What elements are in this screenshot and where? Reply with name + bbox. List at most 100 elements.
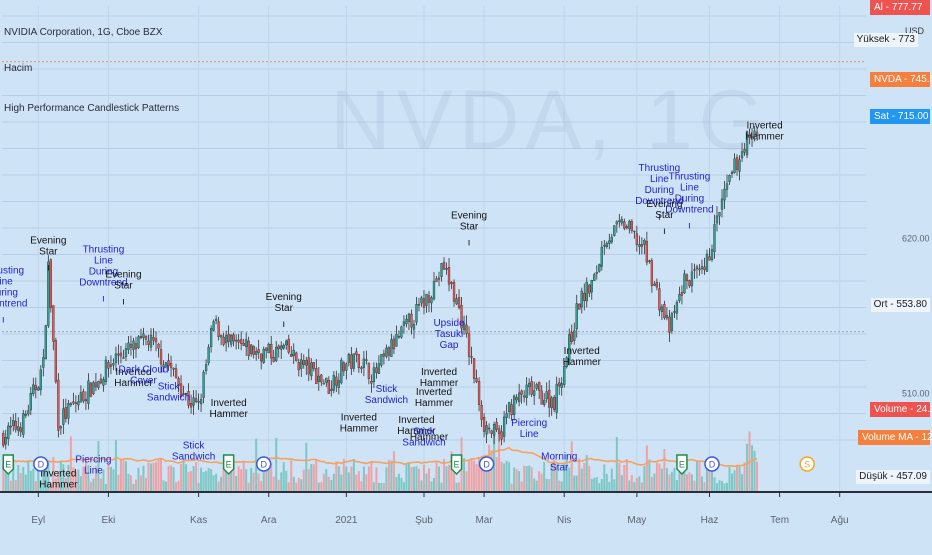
candle [342,362,345,372]
candle [578,303,581,310]
pattern-label[interactable]: Upside Tasuki Gap [433,318,465,351]
pattern-marker: ı [2,315,5,326]
pattern-label[interactable]: Stick Sandwich [147,381,190,403]
candle [618,220,621,222]
pattern-label[interactable]: Evening Star [451,210,487,232]
pattern-label[interactable]: Inverted Hammer [420,367,459,389]
pattern-label[interactable]: Inverted Hammer [397,415,436,437]
volume-bar [382,483,385,492]
volume-bar [57,471,60,492]
candle [708,256,711,261]
pattern-label[interactable]: Inverted Hammer [745,121,784,143]
earnings-event-icon[interactable]: E [450,454,463,476]
candle [197,401,200,403]
indicator-legend[interactable]: High Performance Candlestick Patterns [4,103,180,114]
volume-bar [668,474,671,492]
earnings-event-icon[interactable]: E [222,454,235,476]
volume-bar [525,465,528,492]
candle [583,292,586,301]
volume-bar [232,463,235,492]
currency-label[interactable]: USD [904,26,924,36]
volume-tag-label: Volume [874,404,908,415]
volume-bar [162,480,165,492]
dividend-event-icon[interactable]: D [704,456,720,472]
candle [477,381,481,405]
grid-lines [2,6,866,492]
candle [520,390,523,395]
chart-title[interactable]: NVIDIA Corporation, 1G, Cboe BZX [4,27,163,38]
candle [37,387,40,391]
pattern-label[interactable]: Piercing Line [511,418,547,440]
pattern-label[interactable]: Piercing Line [75,455,111,477]
pattern-label[interactable]: Morning Star [541,452,577,474]
volume-bar [182,458,185,492]
candle [690,271,694,287]
pattern-label[interactable]: Evening Star [266,292,302,314]
pattern-label[interactable]: Evening Star [30,236,66,258]
pattern-label[interactable]: Stick Sandwich [402,426,445,448]
volume-bar [550,464,553,492]
dividend-event-icon[interactable]: D [255,456,272,472]
volume-bar [220,476,223,492]
volume-bar [205,471,208,492]
pattern-label[interactable]: Evening Star [105,269,141,291]
pattern-label[interactable]: Inverted Hammer [39,469,78,491]
volume-bar [618,462,621,492]
volume-bar [107,463,110,492]
earnings-event-icon[interactable]: E [2,454,15,476]
split-event-icon[interactable]: S [799,456,815,472]
volume-bar [505,460,508,492]
earnings-event-icon[interactable]: E [676,454,688,476]
volume-bar [513,467,516,492]
candle [735,157,739,170]
candle [603,244,606,247]
volume-bar [352,459,355,492]
candle [355,351,358,355]
pattern-label[interactable]: Evening Star [646,199,682,221]
candle [515,397,518,401]
volume-bar [365,474,368,492]
candle [512,395,516,415]
pattern-label[interactable]: Inverted Hammer [114,367,153,389]
dividend-event-icon[interactable]: D [33,456,49,472]
pattern-label[interactable]: Dark Cloud Cover [118,364,168,386]
volume-bar [54,478,57,492]
candle [275,347,278,361]
volume-bar [177,480,180,492]
volume-bar [99,478,102,492]
dividend-event-icon[interactable]: D [478,456,495,472]
candle [52,305,55,342]
volume-bar [703,482,706,492]
candle [240,339,243,344]
candle [49,259,52,309]
volume-legend[interactable]: Hacim [4,63,33,74]
volume-bar [660,468,663,492]
candle [302,360,305,365]
candle [174,368,178,378]
pattern-label[interactable]: Stick Sandwich [172,440,215,462]
volume-bar [64,477,67,492]
pattern-label[interactable]: Inverted Hammer [340,412,379,434]
pattern-label[interactable]: Inverted Hammer [209,398,248,420]
pattern-label[interactable]: Hammer [410,432,449,443]
candle [387,346,391,356]
volume-bar [332,473,335,492]
pattern-label[interactable]: Stick Sandwich [365,384,408,406]
pattern-label[interactable]: Inverted Hammer [415,387,454,409]
candle [585,281,588,302]
candle [487,427,491,430]
candle [497,428,501,434]
candle [214,318,218,321]
volume-bar [132,483,135,492]
pattern-label[interactable]: Inverted Hammer [563,346,602,368]
candle [455,298,458,305]
volume-bar [583,462,586,492]
candle [628,220,631,230]
candle [79,392,83,403]
